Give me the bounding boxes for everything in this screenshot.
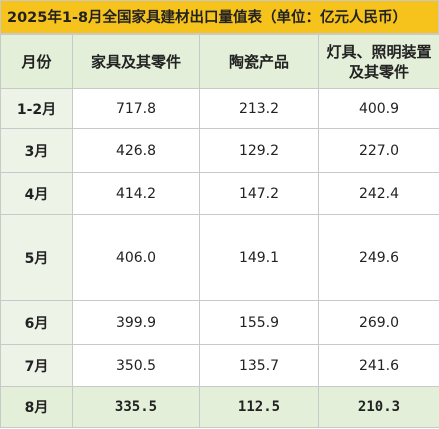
value-cell: 210.3 <box>318 386 439 428</box>
value-cell: 400.9 <box>318 88 439 129</box>
table-row: 1-2月 717.8 213.2 400.9 <box>0 88 439 129</box>
value-cell: 399.9 <box>72 300 200 345</box>
value-cell: 350.5 <box>72 344 200 387</box>
value-cell: 426.8 <box>72 128 200 173</box>
month-cell: 5月 <box>0 214 73 301</box>
value-cell: 135.7 <box>199 344 319 387</box>
value-cell: 335.5 <box>72 386 200 428</box>
value-cell: 717.8 <box>72 88 200 129</box>
value-cell: 269.0 <box>318 300 439 345</box>
header-cell: 陶瓷产品 <box>199 34 319 89</box>
table-row: 6月 399.9 155.9 269.0 <box>0 300 439 345</box>
value-cell: 241.6 <box>318 344 439 387</box>
table-row: 5月 406.0 149.1 249.6 <box>0 214 439 301</box>
value-cell: 406.0 <box>72 214 200 301</box>
value-cell: 147.2 <box>199 172 319 215</box>
value-cell: 129.2 <box>199 128 319 173</box>
value-cell: 112.5 <box>199 386 319 428</box>
value-cell: 155.9 <box>199 300 319 345</box>
table-row: 7月 350.5 135.7 241.6 <box>0 344 439 387</box>
month-cell: 6月 <box>0 300 73 345</box>
month-cell: 8月 <box>0 386 73 428</box>
table-row: 8月 335.5 112.5 210.3 <box>0 386 439 428</box>
month-cell: 4月 <box>0 172 73 215</box>
month-cell: 3月 <box>0 128 73 173</box>
header-cell: 灯具、照明装置及其零件 <box>318 34 439 89</box>
month-cell: 1-2月 <box>0 88 73 129</box>
value-cell: 249.6 <box>318 214 439 301</box>
data-table: 月份 家具及其零件 陶瓷产品 灯具、照明装置及其零件 1-2月 717.8 213.2 40… <box>0 34 439 428</box>
value-cell: 149.1 <box>199 214 319 301</box>
table-title: 2025年1-8月全国家具建材出口量值表（单位：亿元人民币） <box>0 0 439 34</box>
table-row: 4月 414.2 147.2 242.4 <box>0 172 439 215</box>
header-cell: 家具及其零件 <box>72 34 200 89</box>
value-cell: 414.2 <box>72 172 200 215</box>
table-row: 3月 426.8 129.2 227.0 <box>0 128 439 173</box>
value-cell: 213.2 <box>199 88 319 129</box>
value-cell: 242.4 <box>318 172 439 215</box>
value-cell: 227.0 <box>318 128 439 173</box>
header-row: 月份 家具及其零件 陶瓷产品 灯具、照明装置及其零件 <box>0 34 439 89</box>
table-body: 1-2月 717.8 213.2 400.9 3月 426.8 129.2 227.0 4月 41… <box>0 88 439 428</box>
month-cell: 7月 <box>0 344 73 387</box>
header-cell: 月份 <box>0 34 73 89</box>
